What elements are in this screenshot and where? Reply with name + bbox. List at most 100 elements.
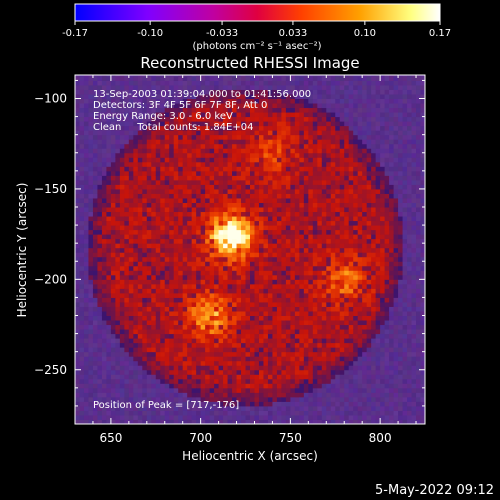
heatmap-cell — [348, 80, 354, 86]
heatmap-cell — [241, 80, 247, 86]
heatmap-cell — [205, 139, 211, 145]
heatmap-cell — [191, 166, 197, 172]
heatmap-cell — [173, 166, 179, 172]
heatmap-cell — [276, 157, 282, 163]
heatmap-cell — [276, 292, 282, 298]
heatmap-cell — [312, 229, 318, 235]
heatmap-cell — [339, 261, 345, 267]
heatmap-cell — [205, 175, 211, 181]
heatmap-cell — [92, 419, 98, 424]
heatmap-cell — [173, 130, 179, 136]
heatmap-cell — [250, 179, 255, 185]
heatmap-cell — [330, 116, 336, 122]
heatmap-cell — [299, 89, 305, 95]
heatmap-cell — [353, 356, 359, 362]
heatmap-cell — [88, 270, 94, 276]
heatmap-cell — [245, 270, 251, 276]
heatmap-cell — [146, 207, 152, 213]
heatmap-cell — [254, 216, 260, 222]
heatmap-cell — [146, 107, 152, 113]
heatmap-cell — [146, 116, 152, 122]
heatmap-cell — [128, 351, 134, 357]
heatmap-cell — [294, 202, 300, 208]
heatmap-cell — [285, 396, 291, 402]
heatmap-cell — [357, 130, 363, 136]
heatmap-cell — [241, 75, 247, 81]
heatmap-cell — [106, 143, 112, 149]
heatmap-cell — [254, 157, 260, 163]
heatmap-cell — [272, 188, 278, 194]
heatmap-cell — [321, 170, 327, 176]
heatmap-cell — [151, 80, 157, 86]
heatmap-cell — [164, 80, 170, 86]
heatmap-cell — [353, 414, 359, 420]
heatmap-cell — [227, 234, 233, 240]
heatmap-cell — [227, 188, 233, 194]
heatmap-cell — [263, 121, 269, 127]
heatmap-cell — [97, 392, 103, 398]
heatmap-cell — [276, 216, 282, 222]
heatmap-cell — [110, 157, 116, 163]
heatmap-cell — [276, 116, 282, 122]
heatmap-cell — [276, 410, 282, 416]
heatmap-cell — [124, 211, 130, 217]
heatmap-cell — [218, 320, 224, 326]
heatmap-cell — [92, 139, 98, 145]
heatmap-cell — [97, 315, 103, 321]
heatmap-cell — [191, 134, 197, 140]
heatmap-cell — [128, 103, 134, 109]
heatmap-cell — [223, 170, 229, 176]
heatmap-cell — [164, 306, 170, 312]
heatmap-cell — [321, 103, 327, 109]
heatmap-cell — [79, 75, 85, 77]
heatmap-cell — [263, 378, 269, 384]
heatmap-cell — [92, 405, 98, 411]
heatmap-cell — [236, 301, 242, 307]
heatmap-cell — [169, 243, 175, 249]
heatmap-cell — [281, 139, 287, 145]
heatmap-cell — [312, 161, 318, 167]
heatmap-cell — [169, 256, 175, 262]
heatmap-cell — [124, 396, 130, 402]
heatmap-cell — [178, 405, 184, 411]
heatmap-cell — [299, 234, 305, 240]
heatmap-cell — [115, 297, 121, 303]
heatmap-cell — [142, 265, 148, 271]
heatmap-cell — [155, 247, 161, 253]
heatmap-cell — [299, 256, 305, 262]
heatmap-cell — [178, 342, 184, 348]
heatmap-cell — [209, 405, 215, 411]
heatmap-cell — [92, 347, 98, 353]
heatmap-cell — [164, 84, 170, 90]
heatmap-cell — [209, 414, 215, 420]
heatmap-cell — [267, 116, 273, 122]
heatmap-cell — [119, 365, 125, 371]
heatmap-cell — [339, 170, 345, 176]
heatmap-cell — [142, 410, 148, 416]
heatmap-cell — [312, 143, 318, 149]
heatmap-cell — [146, 234, 152, 240]
heatmap-cell — [344, 419, 350, 424]
heatmap-cell — [227, 265, 233, 271]
heatmap-cell — [308, 157, 314, 163]
heatmap-cell — [110, 112, 116, 118]
heatmap-cell — [205, 351, 211, 357]
heatmap-cell — [285, 161, 291, 167]
heatmap-cell — [160, 188, 166, 194]
heatmap-cell — [142, 139, 148, 145]
heatmap-cell — [205, 374, 211, 380]
heatmap-cell — [187, 292, 193, 298]
heatmap-cell — [187, 89, 193, 95]
heatmap-cell — [160, 274, 166, 280]
heatmap-cell — [101, 98, 107, 104]
heatmap-cell — [232, 401, 238, 407]
heatmap-cell — [79, 98, 85, 104]
heatmap-cell — [276, 130, 282, 136]
heatmap-cell — [267, 315, 273, 321]
heatmap-cell — [115, 243, 121, 249]
heatmap-cell — [142, 247, 148, 253]
heatmap-cell — [128, 401, 134, 407]
heatmap-cell — [348, 333, 354, 339]
heatmap-cell — [142, 229, 148, 235]
heatmap-cell — [83, 383, 89, 389]
